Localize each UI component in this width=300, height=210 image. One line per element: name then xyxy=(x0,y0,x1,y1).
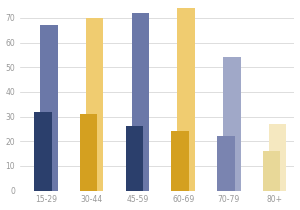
Bar xyxy=(217,136,235,191)
Bar xyxy=(269,124,286,191)
Bar xyxy=(132,13,149,191)
Bar xyxy=(263,151,280,191)
Bar xyxy=(223,57,241,191)
Bar xyxy=(40,25,58,191)
Bar xyxy=(172,131,189,191)
Bar xyxy=(126,126,143,191)
Bar xyxy=(86,18,104,191)
Bar xyxy=(34,112,52,191)
Bar xyxy=(177,8,195,191)
Bar xyxy=(80,114,98,191)
